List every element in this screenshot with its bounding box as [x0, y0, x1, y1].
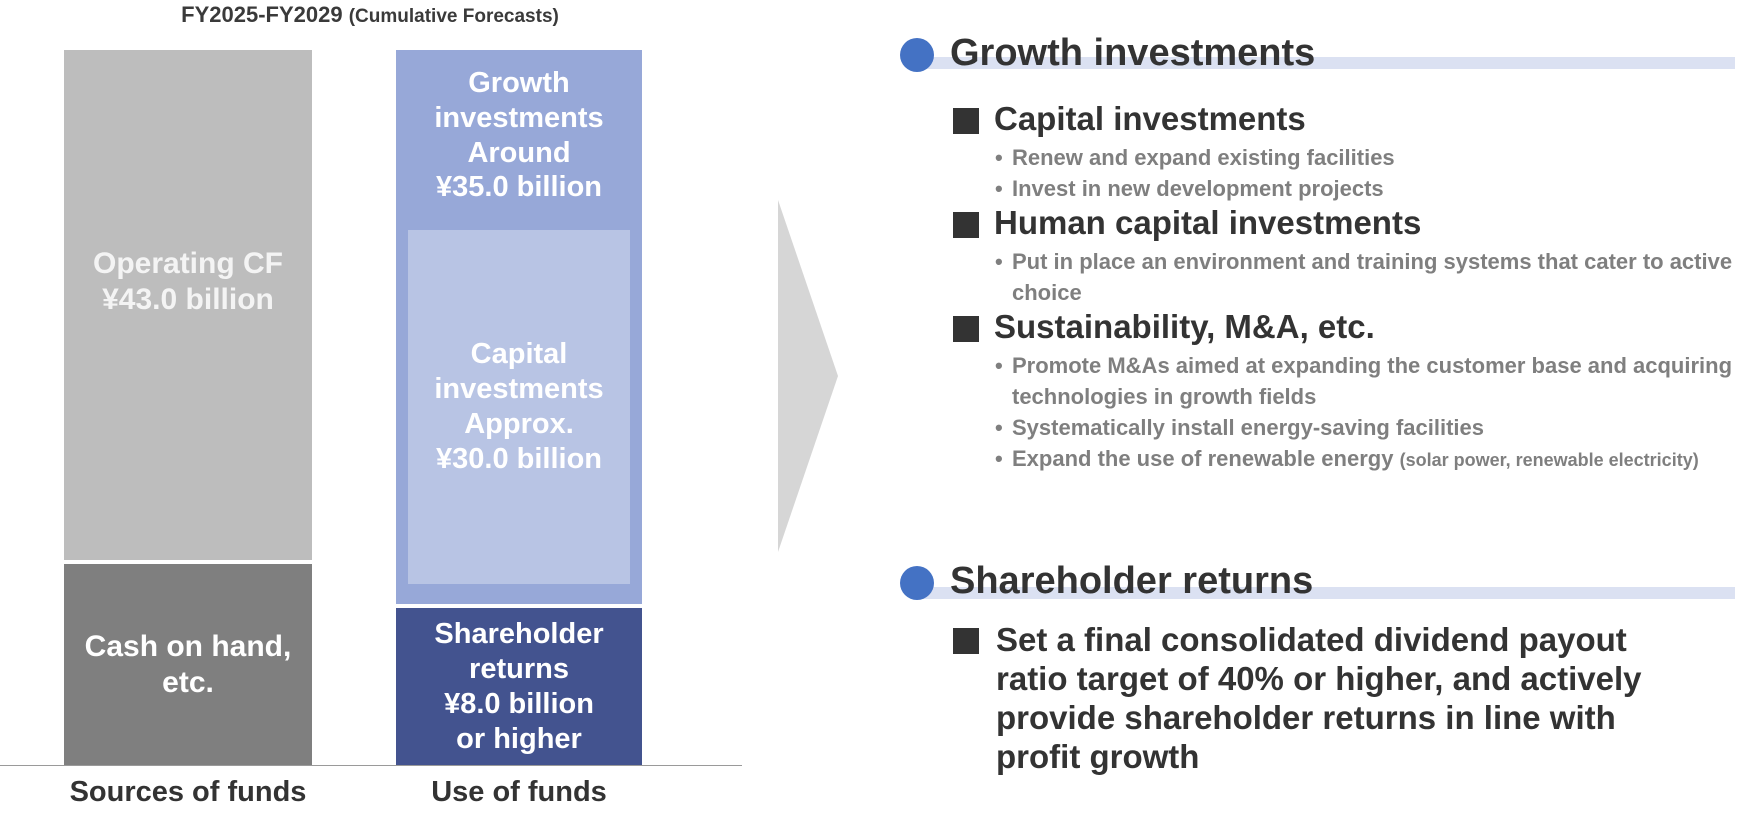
chart-title-sub: (Cumulative Forecasts)	[348, 6, 559, 27]
shareholder-value: ¥8.0 billion	[444, 688, 594, 720]
human-capital-square-icon	[953, 212, 979, 238]
bullet-item: • Put in place an environment and trainin…	[995, 249, 1733, 305]
returns-policy-text: Set a final consolidated dividend payout…	[996, 621, 1642, 775]
shareholder-line2: returns	[469, 653, 569, 686]
growth-line1: Growth	[468, 67, 570, 99]
growth-section-bar	[915, 57, 1735, 69]
renewable-energy-note: (solar power, renewable electricity)	[1399, 450, 1699, 470]
bullet-item: • Promote M&As aimed at expanding the cus…	[995, 353, 1733, 409]
operating-cf-label: Operating CF	[92, 247, 283, 280]
returns-section-bar	[915, 587, 1735, 599]
capital-investments-square-icon	[953, 108, 979, 134]
capital-investments-block: Capital investments Approx. ¥30.0 billio…	[408, 230, 630, 584]
capital-line3: Approx.	[464, 408, 574, 440]
bullet-item: • Systematically install energy-saving fa…	[995, 415, 1484, 440]
growth-section-title: Growth investments	[950, 32, 1316, 74]
bullet-item: • Expand the use of renewable energy (sol…	[995, 446, 1699, 471]
sustainability-heading: Sustainability, M&A, etc.	[994, 308, 1375, 345]
use-of-funds-label: Use of funds	[431, 776, 607, 808]
chevron-right-arrow-icon	[778, 200, 838, 552]
capital-value: ¥30.0 billion	[436, 442, 602, 475]
shareholder-line4: or higher	[456, 722, 582, 755]
operating-cf-block: Operating CF ¥43.0 billion	[64, 50, 312, 560]
chart-title-main: FY2025-FY2029	[181, 2, 343, 27]
cash-label-line2: etc.	[162, 666, 214, 699]
baseline-divider	[0, 765, 742, 766]
sustainability-square-icon	[953, 316, 979, 342]
bullet-item: • Renew and expand existing facilities	[995, 145, 1395, 170]
shareholder-line1: Shareholder	[434, 618, 604, 651]
cash-on-hand-block: Cash on hand, etc.	[64, 564, 312, 766]
operating-cf-value: ¥43.0 billion	[102, 283, 274, 316]
shareholder-returns-block: Shareholder returns ¥8.0 billion or high…	[396, 608, 642, 766]
growth-line2: investments	[434, 101, 604, 134]
human-capital-heading: Human capital investments	[994, 204, 1422, 241]
growth-value: ¥35.0 billion	[436, 171, 602, 204]
cash-label-line1: Cash on hand,	[84, 630, 292, 663]
chart-title: FY2025-FY2029 (Cumulative Forecasts)	[0, 2, 740, 28]
bullet-item: • Invest in new development projects	[995, 176, 1384, 201]
returns-section-dot-icon	[900, 566, 934, 600]
capital-line1: Capital	[470, 338, 568, 371]
growth-line3: Around	[467, 136, 571, 169]
growth-section-dot-icon	[900, 38, 934, 72]
capital-investments-heading: Capital investments	[994, 100, 1306, 137]
returns-section-title: Shareholder returns	[950, 560, 1314, 602]
sources-of-funds-label: Sources of funds	[69, 776, 307, 808]
returns-square-icon	[953, 628, 979, 654]
capital-line2: investments	[434, 373, 604, 406]
